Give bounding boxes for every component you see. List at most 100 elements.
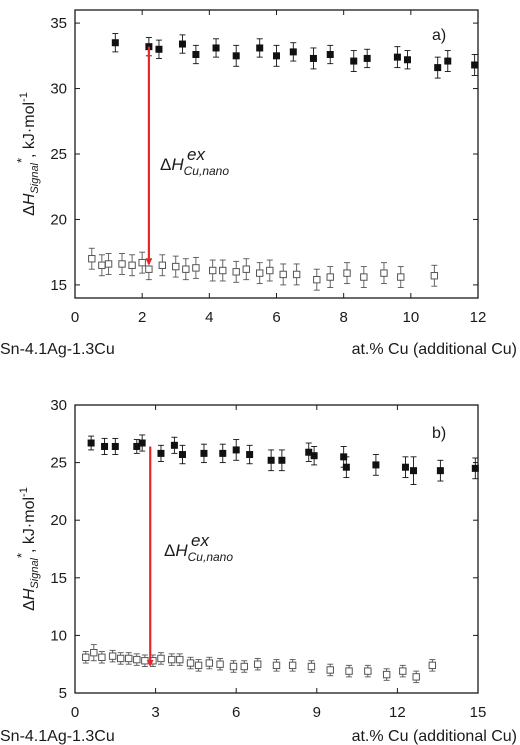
series-open (82, 644, 437, 684)
data-point (326, 666, 334, 674)
data-point (240, 662, 248, 671)
y-tick-label: 30 (50, 397, 67, 414)
data-point (307, 662, 316, 671)
y-tick-label: 20 (50, 211, 67, 228)
panel-label: b) (432, 425, 446, 442)
x-caption-left: Sn-4.1Ag-1.3Cu (0, 728, 115, 745)
data-point (138, 258, 146, 267)
series-filled (111, 33, 479, 79)
data-point (232, 268, 240, 276)
x-tick-label: 12 (389, 704, 406, 721)
data-point (412, 673, 420, 681)
y-axis-label-subscript: Signal (29, 162, 41, 193)
data-point (98, 261, 106, 269)
series-filled (87, 434, 479, 485)
data-point (118, 260, 126, 268)
y-tick-label: 20 (50, 512, 67, 529)
data-point (205, 659, 214, 667)
data-point (82, 653, 90, 661)
y-axis-label-star: * (14, 158, 29, 163)
y-axis-label-star: * (14, 553, 29, 558)
data-point (246, 451, 254, 459)
data-point (192, 51, 200, 59)
data-point (157, 449, 165, 457)
x-tick-label: 10 (402, 309, 419, 326)
data-point (410, 467, 418, 475)
annotation-subscript: Cu,nano (184, 164, 230, 178)
data-point (272, 661, 281, 670)
data-point (399, 667, 407, 675)
data-point (138, 439, 146, 447)
data-point (200, 449, 208, 457)
data-point (256, 269, 264, 277)
annotation-subscript: Cu,nano (188, 550, 234, 564)
data-point (343, 269, 351, 277)
annotation-superscript: ex (191, 531, 209, 550)
y-axis-label-unit: , kJ·mol (21, 102, 38, 158)
series-open (88, 247, 439, 291)
data-point (194, 661, 203, 670)
data-point (170, 441, 178, 449)
data-point (176, 655, 184, 664)
data-point (208, 266, 217, 275)
data-point (141, 657, 149, 665)
data-point (428, 661, 437, 670)
data-point (253, 660, 262, 668)
data-point (309, 54, 317, 62)
y-tick-label: 10 (50, 627, 67, 644)
x-tick-label: 9 (313, 704, 321, 721)
x-tick-label: 0 (71, 309, 79, 326)
data-point (87, 439, 95, 447)
y-axis-label: ΔHSignal*, kJ·mol-1 (14, 92, 41, 216)
data-point (133, 655, 141, 664)
annotation-label: ΔHCu,nano (160, 155, 229, 178)
x-tick-label: 4 (205, 309, 213, 326)
data-point (219, 449, 227, 457)
data-point (128, 261, 136, 269)
panel-label: a) (432, 27, 446, 44)
x-tick-label: 0 (71, 704, 79, 721)
data-point (133, 442, 141, 450)
data-point (186, 659, 195, 667)
data-point (471, 61, 479, 69)
data-point (292, 270, 301, 279)
data-point (436, 467, 444, 475)
data-point (145, 265, 153, 273)
x-tick-label: 2 (138, 309, 146, 326)
y-tick-label: 35 (50, 15, 67, 32)
data-point (289, 48, 297, 56)
data-point (382, 670, 391, 679)
y-axis-label: ΔHSignal*, kJ·mol-1 (14, 487, 41, 611)
x-tick-label: 6 (232, 704, 240, 721)
data-point (313, 275, 321, 284)
x-caption-left: Sn-4.1Ag-1.3Cu (0, 341, 115, 358)
x-tick-label: 3 (151, 704, 159, 721)
y-axis-label-delta: Δ (21, 205, 38, 216)
y-axis-label-exponent: -1 (18, 92, 30, 102)
plot-frame (74, 404, 479, 694)
data-point (98, 653, 106, 661)
data-point (273, 52, 280, 60)
data-point (90, 648, 98, 657)
data-point (430, 272, 439, 280)
y-tick-label: 25 (50, 455, 67, 472)
data-point (155, 45, 163, 53)
data-point (305, 448, 313, 456)
x-caption-right: at.% Cu (additional Cu) (352, 728, 517, 745)
data-point (364, 667, 372, 675)
data-point (111, 39, 119, 47)
data-point (157, 654, 165, 663)
annotation-h: H (171, 155, 184, 174)
data-point (393, 53, 401, 61)
data-point (192, 264, 200, 272)
panel-a: 0 2 4 6 8 10 12 15 20 25 30 35 Sn-4.1Ag-1.3Cu at.% Cu… (0, 9, 517, 358)
data-point (219, 266, 227, 275)
annotation-delta: Δ (164, 541, 175, 560)
data-point (471, 464, 479, 472)
data-point (168, 655, 176, 664)
x-tick-label: 6 (272, 309, 280, 326)
data-point (397, 273, 405, 281)
data-point (279, 270, 287, 279)
data-point (380, 269, 388, 277)
